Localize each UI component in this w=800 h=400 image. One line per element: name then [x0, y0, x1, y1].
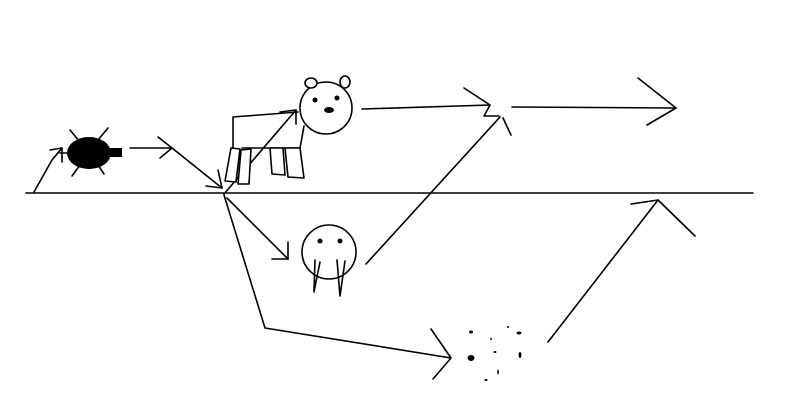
arrow-walrus-to-node: [365, 116, 512, 265]
arrow-branch-to-walrus: [226, 197, 289, 260]
dots-icon: [467, 326, 522, 381]
polar-bear-icon: [224, 75, 353, 185]
beetle-icon: [59, 127, 122, 177]
arrow-bear-to-node: [361, 87, 500, 117]
walrus-icon: [301, 224, 357, 297]
arrow-branch-to-dots: [223, 194, 452, 380]
arrow-to-branch-point: [171, 147, 223, 189]
arrow-baseline-to-beetle: [33, 147, 63, 193]
arrow-node-right: [511, 77, 677, 126]
arrow-dots-up-right: [547, 199, 696, 343]
arrow-beetle-right: [129, 136, 173, 159]
